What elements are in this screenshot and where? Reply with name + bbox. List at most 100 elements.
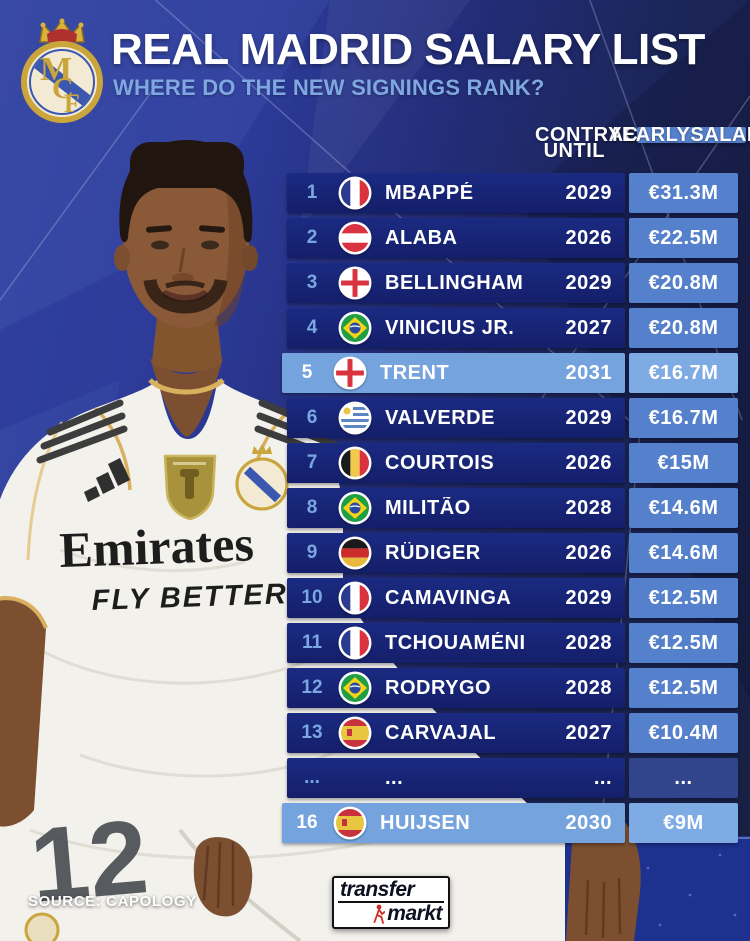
row-rank: 11 xyxy=(301,632,323,653)
source-credit: SOURCE: CAPOLOGY xyxy=(28,893,197,910)
row-contract-year: 2028 xyxy=(565,631,612,654)
table-row: 6 VALVERDE 2029 €16.7M xyxy=(287,398,742,438)
real-madrid-crest-icon: M C F xyxy=(21,18,103,123)
flag-brazil-icon xyxy=(337,490,373,526)
table-row: ... ... ... ... xyxy=(287,758,742,798)
row-contract-year: 2029 xyxy=(565,271,612,294)
row-player-name: VINICIUS JR. xyxy=(385,316,515,339)
row-rank: 7 xyxy=(306,452,318,473)
flag-france-icon xyxy=(337,625,373,661)
table-row: 4 VINICIUS JR. 2027 €20.8M xyxy=(287,308,742,348)
row-salary-value: €20.8M xyxy=(629,308,738,348)
row-main-band: 8 MILITÃO 2028 xyxy=(287,488,625,528)
row-rank: 9 xyxy=(306,542,318,563)
row-player-name: RÜDIGER xyxy=(385,541,481,564)
table-row: 12 RODRYGO 2028 €12.5M xyxy=(287,668,742,708)
row-contract-year: 2026 xyxy=(565,226,612,249)
flag-uruguay-icon xyxy=(337,400,373,436)
row-salary-value: €22.5M xyxy=(629,218,738,258)
row-player-name: ALABA xyxy=(385,226,458,249)
flag-belgium-icon xyxy=(337,445,373,481)
table-row: 2 ALABA 2026 €22.5M xyxy=(287,218,742,258)
row-player-name: MILITÃO xyxy=(385,496,471,519)
table-row: 16 HUIJSEN 2030 €9M xyxy=(282,803,742,843)
row-main-band: 6 VALVERDE 2029 xyxy=(287,398,625,438)
row-contract-year: 2027 xyxy=(565,316,612,339)
row-player-name: CAMAVINGA xyxy=(385,586,512,609)
row-rank: 13 xyxy=(301,722,323,743)
row-rank: 5 xyxy=(301,362,313,383)
row-contract-year: 2031 xyxy=(565,361,612,384)
row-player-name: TRENT xyxy=(380,361,450,384)
row-rank: 10 xyxy=(301,587,323,608)
row-rank: 6 xyxy=(306,407,318,428)
table-row: 11 TCHOUAMÉNI 2028 €12.5M xyxy=(287,623,742,663)
transfermarkt-logo-line1: transfer xyxy=(338,879,444,903)
row-salary-value: €16.7M xyxy=(629,398,738,438)
row-main-band: 7 COURTOIS 2026 xyxy=(287,443,625,483)
row-player-name: RODRYGO xyxy=(385,676,492,699)
row-player-name: CARVAJAL xyxy=(385,721,497,744)
table-row: 3 BELLINGHAM 2029 €20.8M xyxy=(287,263,742,303)
svg-text:M: M xyxy=(40,51,72,88)
row-salary-value: €12.5M xyxy=(629,668,738,708)
row-salary-value: €12.5M xyxy=(629,623,738,663)
row-contract-year: 2029 xyxy=(565,586,612,609)
row-rank: 8 xyxy=(306,497,318,518)
row-contract-year: 2028 xyxy=(565,496,612,519)
svg-text:C: C xyxy=(52,72,74,105)
row-contract-year: 2028 xyxy=(565,676,612,699)
row-salary-value: €12.5M xyxy=(629,578,738,618)
salary-table: 1 MBAPPÉ 2029 €31.3M 2 ALABA 2026 €22.5M… xyxy=(282,173,742,848)
row-player-name: ... xyxy=(385,766,404,789)
column-header-contract: CONTRACT UNTIL xyxy=(535,124,652,162)
table-row: 9 RÜDIGER 2026 €14.6M xyxy=(287,533,742,573)
flag-brazil-icon xyxy=(337,670,373,706)
table-row: 7 COURTOIS 2026 €15M xyxy=(287,443,742,483)
row-player-name: MBAPPÉ xyxy=(385,181,474,204)
row-main-band: ... ... ... xyxy=(287,758,625,798)
row-main-band: 13 CARVAJAL 2027 xyxy=(287,713,625,753)
row-main-band: 4 VINICIUS JR. 2027 xyxy=(287,308,625,348)
row-main-band: 9 RÜDIGER 2026 xyxy=(287,533,625,573)
row-salary-value: €9M xyxy=(629,803,738,843)
table-row: 1 MBAPPÉ 2029 €31.3M xyxy=(287,173,742,213)
page-title: REAL MADRID SALARY LIST xyxy=(111,25,705,74)
row-player-name: BELLINGHAM xyxy=(385,271,524,294)
row-salary-value: €16.7M xyxy=(629,353,738,393)
row-main-band: 11 TCHOUAMÉNI 2028 xyxy=(287,623,625,663)
row-main-band: 2 ALABA 2026 xyxy=(287,218,625,258)
row-contract-year: ... xyxy=(593,766,612,789)
row-rank: 16 xyxy=(296,812,318,833)
row-rank: 4 xyxy=(306,317,318,338)
flag-icon xyxy=(337,760,373,796)
row-contract-year: 2026 xyxy=(565,541,612,564)
row-salary-value: €31.3M xyxy=(629,173,738,213)
row-rank: 1 xyxy=(306,182,318,203)
row-main-band: 1 MBAPPÉ 2029 xyxy=(287,173,625,213)
row-contract-year: 2027 xyxy=(565,721,612,744)
row-main-band: 16 HUIJSEN 2030 xyxy=(282,803,625,843)
row-player-name: HUIJSEN xyxy=(380,811,471,834)
transfermarkt-logo-line2: markt xyxy=(387,902,442,925)
row-main-band: 3 BELLINGHAM 2029 xyxy=(287,263,625,303)
table-row: 10 CAMAVINGA 2029 €12.5M xyxy=(287,578,742,618)
flag-spain-icon xyxy=(337,715,373,751)
row-rank: ... xyxy=(304,767,320,788)
flag-spain-icon xyxy=(332,805,368,841)
table-row: 8 MILITÃO 2028 €14.6M xyxy=(287,488,742,528)
flag-germany-icon xyxy=(337,535,373,571)
row-main-band: 5 TRENT 2031 xyxy=(282,353,625,393)
svg-text:F: F xyxy=(64,89,80,118)
table-row: 5 TRENT 2031 €16.7M xyxy=(282,353,742,393)
row-contract-year: 2029 xyxy=(565,181,612,204)
column-header-salary: YEARLY SALARY xyxy=(608,124,750,146)
row-contract-year: 2026 xyxy=(565,451,612,474)
transfermarkt-logo: transfer markt xyxy=(332,876,450,929)
row-rank: 2 xyxy=(306,227,318,248)
row-salary-value: €15M xyxy=(629,443,738,483)
table-row: 13 CARVAJAL 2027 €10.4M xyxy=(287,713,742,753)
row-contract-year: 2030 xyxy=(565,811,612,834)
flag-france-icon xyxy=(337,175,373,211)
